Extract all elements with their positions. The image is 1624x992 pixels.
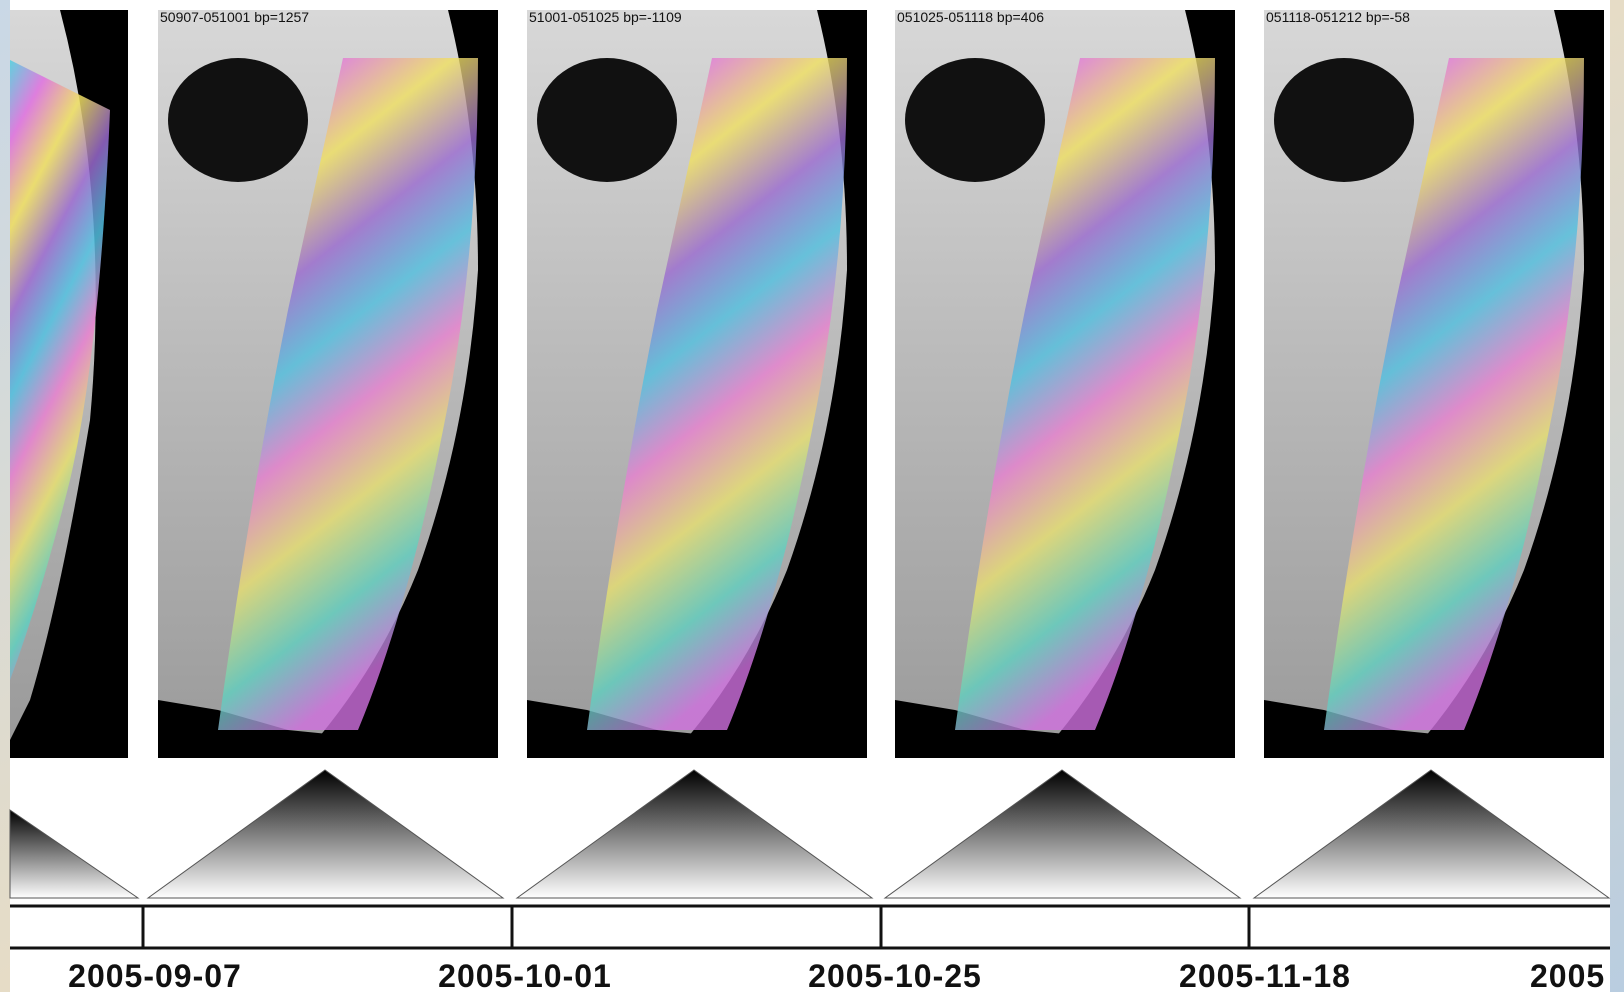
date-label: 2005-11-18 bbox=[1179, 958, 1351, 992]
interferogram-panel: 51001-051025 bp=-1109 bbox=[527, 9, 867, 758]
interferogram-panel: 051025-051118 bp=406 bbox=[895, 9, 1235, 758]
slide: 50907-051001 bp=1257 51001-051025 bp=-110… bbox=[0, 0, 1624, 992]
lake bbox=[1274, 58, 1414, 182]
panel-label: 051118-051212 bp=-58 bbox=[1266, 9, 1410, 25]
date-label: 2005-09-07 bbox=[68, 958, 242, 992]
lake bbox=[905, 58, 1045, 182]
date-label: 2005-10-01 bbox=[438, 958, 612, 992]
panel-label: 51001-051025 bp=-1109 bbox=[529, 9, 682, 25]
lake bbox=[537, 58, 677, 182]
partial-panel bbox=[10, 10, 128, 758]
panel-label: 051025-051118 bp=406 bbox=[897, 9, 1044, 25]
date-label: 2005 bbox=[1530, 958, 1605, 992]
lake bbox=[168, 58, 308, 182]
interferogram-panel: 051118-051212 bp=-58 bbox=[1264, 9, 1604, 758]
date-label: 2005-10-25 bbox=[808, 958, 982, 992]
interferogram-panel: 50907-051001 bp=1257 bbox=[158, 9, 498, 758]
panel-label: 50907-051001 bp=1257 bbox=[160, 9, 309, 25]
